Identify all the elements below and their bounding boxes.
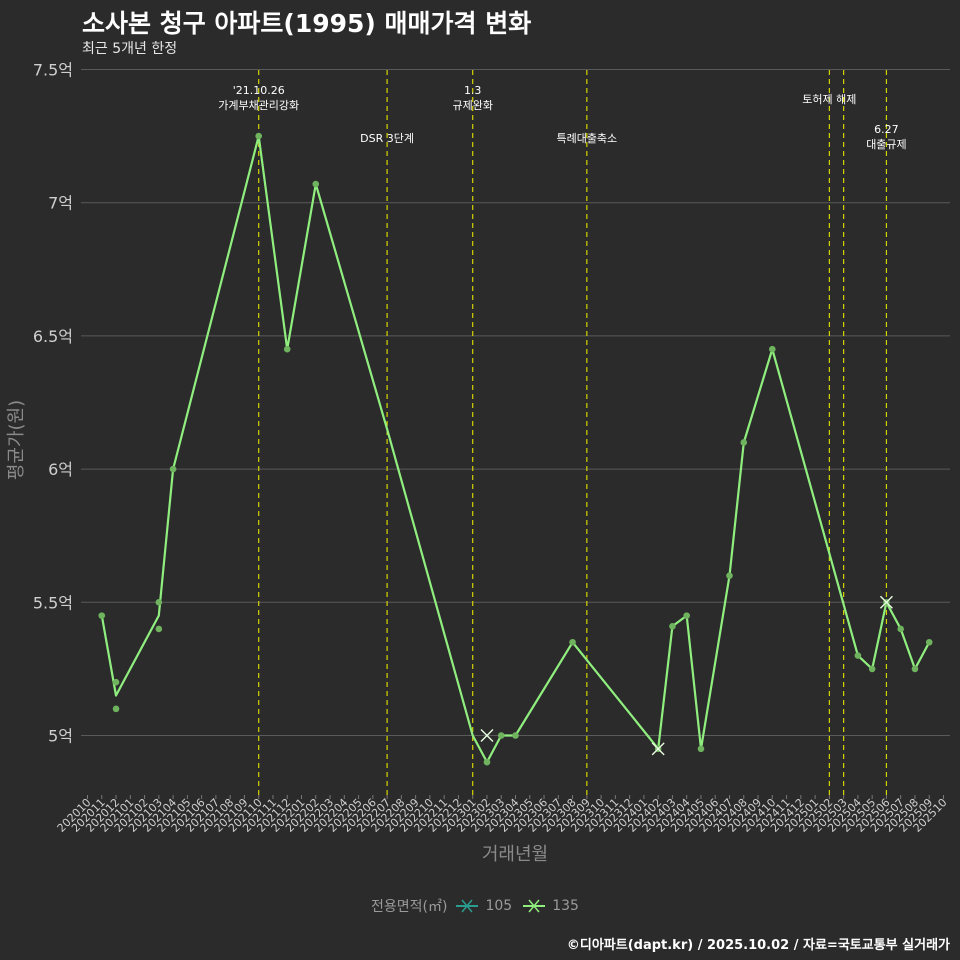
legend-label-105: 105 [485,898,513,914]
data-point [911,665,919,673]
y-axis-title: 평균가(원) [6,400,27,480]
y-tick-label: 5.5억 [33,593,73,612]
legend: 전용면적(㎡) 105 135 [0,896,960,916]
axis-layer: 5억5.5억6억6.5억7억7.5억2020102020112020122021… [33,61,950,835]
data-point [726,572,733,579]
event-label: 6.27 [874,123,899,136]
data-point [683,612,690,619]
data-point [740,439,748,446]
x-marker [480,729,494,742]
data-point [483,758,491,766]
legend-key-135-icon [523,899,546,913]
legend-item-105: 105 [455,898,512,914]
x-axis-title: 거래년월 [482,844,548,865]
data-point [569,638,576,646]
event-label: DSR 3단계 [360,132,414,145]
event-label: '21.10.26 [233,84,285,97]
legend-title: 전용면적(㎡) [371,899,448,915]
data-point [169,465,177,473]
data-point [854,652,862,659]
data-point [925,638,933,646]
event-label: 특례대출축소 [556,132,617,145]
series-135-line [100,135,931,764]
legend-item-135: 135 [522,898,579,914]
data-point [769,345,776,353]
data-point [112,678,120,686]
y-tick-label: 6억 [48,460,73,479]
data-point [112,705,120,713]
data-point [155,599,163,606]
chart-title: 소사본 청구 아파트(1995) 매매가격 변화 [82,9,532,38]
source-caption: ©디아파트(dapt.kr) / 2025.10.02 / 자료=국토교통부 실… [566,938,950,953]
series-layer [98,132,933,766]
data-point [697,745,705,753]
data-point [312,180,320,188]
data-point [512,732,519,739]
x-marker [879,595,893,609]
event-label: 가계부채관리강화 [218,99,299,112]
data-point [155,625,163,633]
x-marker [651,742,665,756]
legend-key-105-icon [456,899,479,913]
event-label: 1.3 [464,84,482,97]
y-tick-label: 5억 [48,727,73,746]
data-point [98,612,106,619]
y-tick-label: 7억 [48,194,73,213]
grid-layer [81,69,950,736]
data-point [669,622,676,630]
data-point [868,665,876,673]
data-point [897,625,904,633]
event-label: 규제완화 [452,99,492,112]
data-point [255,132,262,140]
event-label: 대출규제 [866,138,906,151]
chart-subtitle: 최근 5개년 한정 [82,41,178,57]
y-tick-label: 7.5억 [33,61,73,80]
y-tick-label: 6.5억 [33,327,73,346]
data-point [497,732,505,739]
event-label: 토허제 해제 [802,92,856,106]
legend-label-135: 135 [552,898,579,914]
data-point [283,345,291,353]
